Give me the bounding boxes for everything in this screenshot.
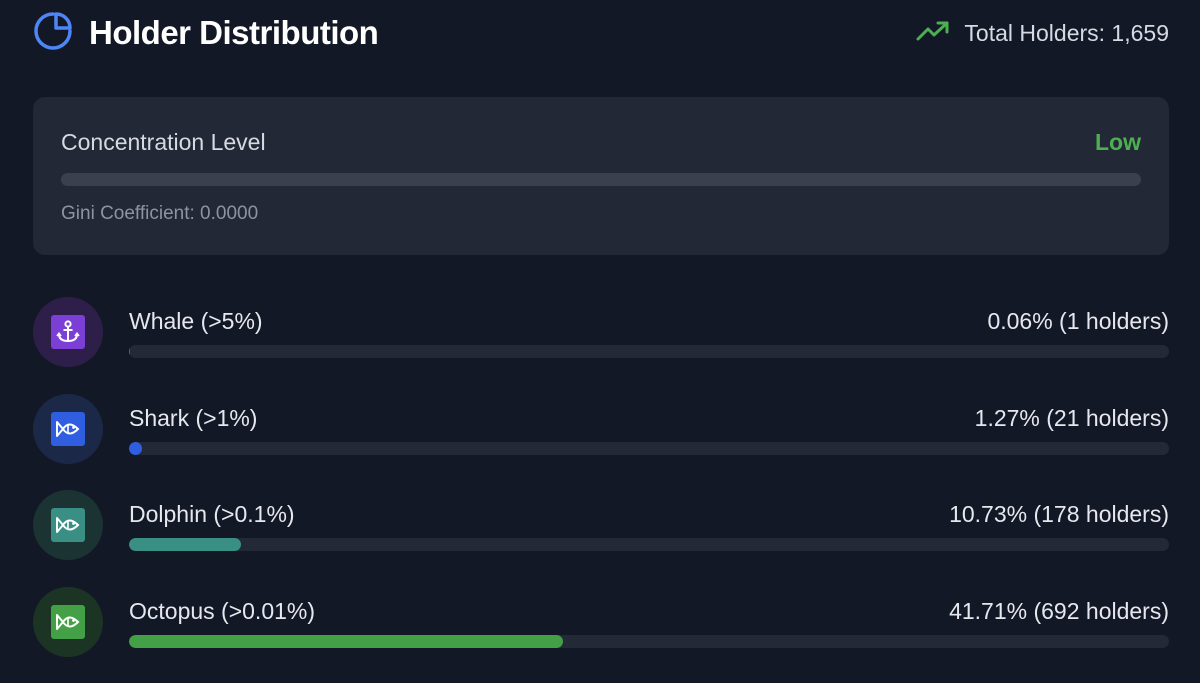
- total-holders-text: Total Holders: 1,659: [964, 19, 1169, 46]
- fish-icon: [51, 508, 85, 542]
- tier-name: Octopus (>0.01%): [129, 597, 316, 624]
- tier-stat: 0.06% (1 holders): [987, 308, 1169, 334]
- tier-bar-fill: [129, 634, 563, 648]
- tier-bar: [129, 345, 1169, 358]
- tier-row-shark: Shark (>1%) 1.27% (21 holders): [33, 393, 1169, 464]
- tier-bar-fill: [129, 441, 143, 455]
- tier-stat: 41.71% (692 holders): [949, 597, 1169, 624]
- tier-bar: [129, 538, 1169, 551]
- title-group: Holder Distribution: [33, 11, 379, 56]
- total-holders: Total Holders: 1,659: [916, 20, 1169, 47]
- tier-bar-fill: [129, 538, 241, 551]
- header: Holder Distribution Total Holders: 1,659: [33, 11, 1169, 56]
- tier-bar: [129, 441, 1169, 455]
- anchor-icon: [51, 315, 85, 349]
- tier-stat: 10.73% (178 holders): [949, 501, 1169, 527]
- tier-icon-circle: [33, 393, 103, 464]
- tier-bar: [129, 634, 1169, 648]
- page-title: Holder Distribution: [89, 14, 379, 51]
- trending-up-icon: [916, 20, 950, 47]
- tier-stat: 1.27% (21 holders): [974, 404, 1169, 431]
- fish-icon: [51, 411, 85, 446]
- tier-icon-circle: [33, 297, 103, 367]
- tier-icon-circle: [33, 490, 103, 560]
- tier-row-whale: Whale (>5%) 0.06% (1 holders): [33, 297, 1169, 367]
- tier-name: Dolphin (>0.1%): [129, 501, 295, 527]
- tier-name: Shark (>1%): [129, 404, 258, 431]
- concentration-level: Low: [1095, 129, 1141, 155]
- tier-icon-circle: [33, 586, 103, 657]
- tier-list: Whale (>5%) 0.06% (1 holders) Shark (>1%…: [33, 297, 1169, 683]
- tier-row-dolphin: Dolphin (>0.1%) 10.73% (178 holders): [33, 490, 1169, 560]
- concentration-card: Concentration Level Low Gini Coefficient…: [33, 97, 1169, 255]
- tier-row-octopus: Octopus (>0.01%) 41.71% (692 holders): [33, 586, 1169, 657]
- concentration-bar: [61, 173, 1141, 186]
- tier-bar-fill: [129, 345, 130, 358]
- concentration-label: Concentration Level: [61, 129, 266, 155]
- fish-icon: [51, 604, 85, 639]
- pie-chart-icon: [33, 11, 73, 56]
- gini-coefficient: Gini Coefficient: 0.0000: [61, 203, 259, 224]
- tier-name: Whale (>5%): [129, 308, 263, 334]
